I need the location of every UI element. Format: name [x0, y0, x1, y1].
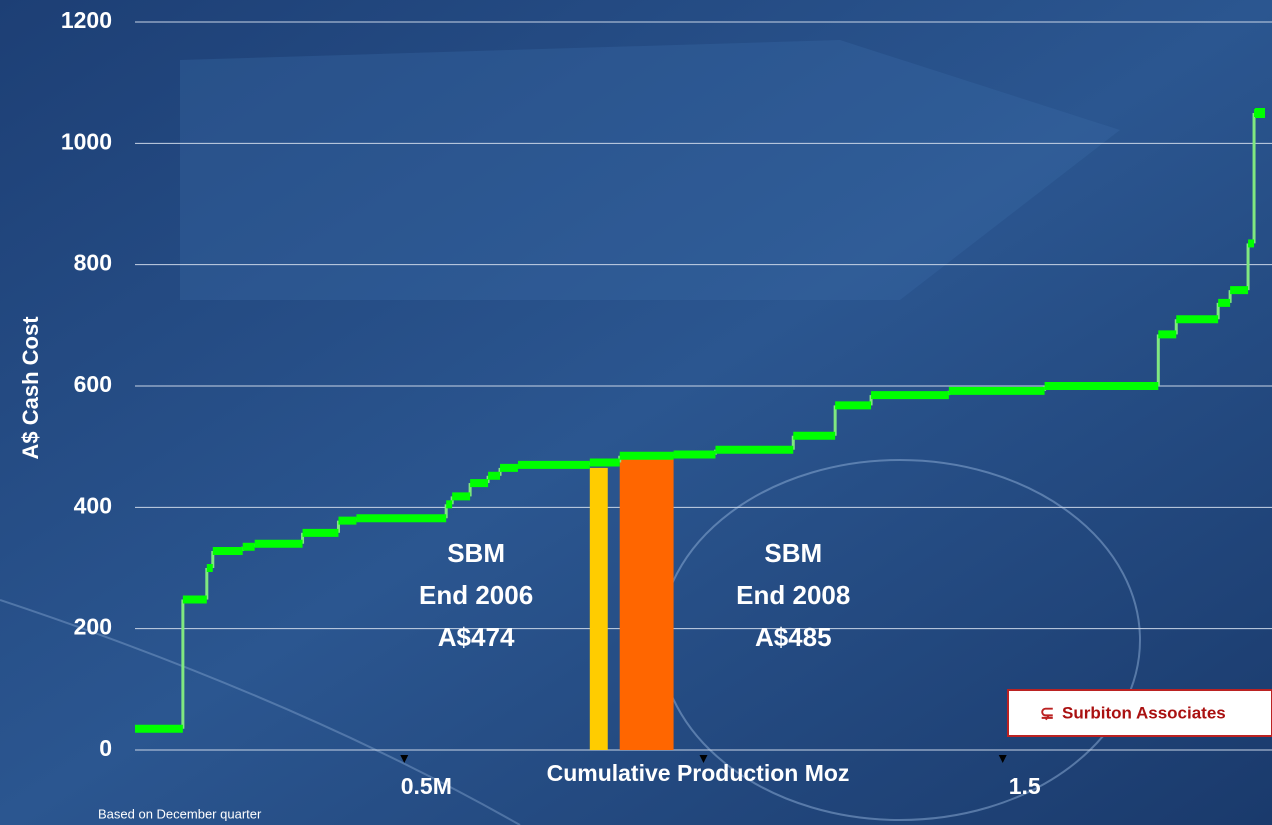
y-tick-label: 600: [74, 371, 112, 397]
x-tick-label: 0.5M: [401, 773, 452, 799]
annotation: SBM: [447, 538, 505, 568]
y-tick-label: 0: [99, 735, 112, 761]
x-axis-label: Cumulative Production Moz: [547, 760, 850, 786]
point-marker: [1255, 108, 1266, 118]
annotation: End 2008: [736, 580, 850, 610]
logo-icon: ⊊: [1040, 703, 1054, 722]
y-tick-label: 400: [74, 492, 112, 518]
logo-box: [1007, 689, 1272, 737]
annotation: SBM: [764, 538, 822, 568]
x-tick-mark: [400, 755, 409, 763]
annotation: End 2006: [419, 580, 533, 610]
logo-text: Surbiton Associates: [1062, 703, 1226, 722]
y-tick-label: 200: [74, 614, 112, 640]
x-tick-mark: [998, 755, 1007, 763]
footnote: Based on December quarter: [98, 806, 262, 821]
x-tick-label: 1.5: [1009, 773, 1041, 799]
bar: [589, 467, 608, 750]
y-axis-label: A$ Cash Cost: [18, 316, 43, 460]
background-arc: [0, 599, 521, 825]
y-tick-label: 1000: [61, 128, 112, 154]
y-tick-label: 1200: [61, 7, 112, 33]
background-shape: [180, 40, 1120, 300]
annotation: A$474: [438, 622, 515, 652]
y-tick-label: 800: [74, 250, 112, 276]
x-tick-mark: [699, 755, 708, 763]
bar: [619, 458, 674, 750]
annotation: A$485: [755, 622, 832, 652]
